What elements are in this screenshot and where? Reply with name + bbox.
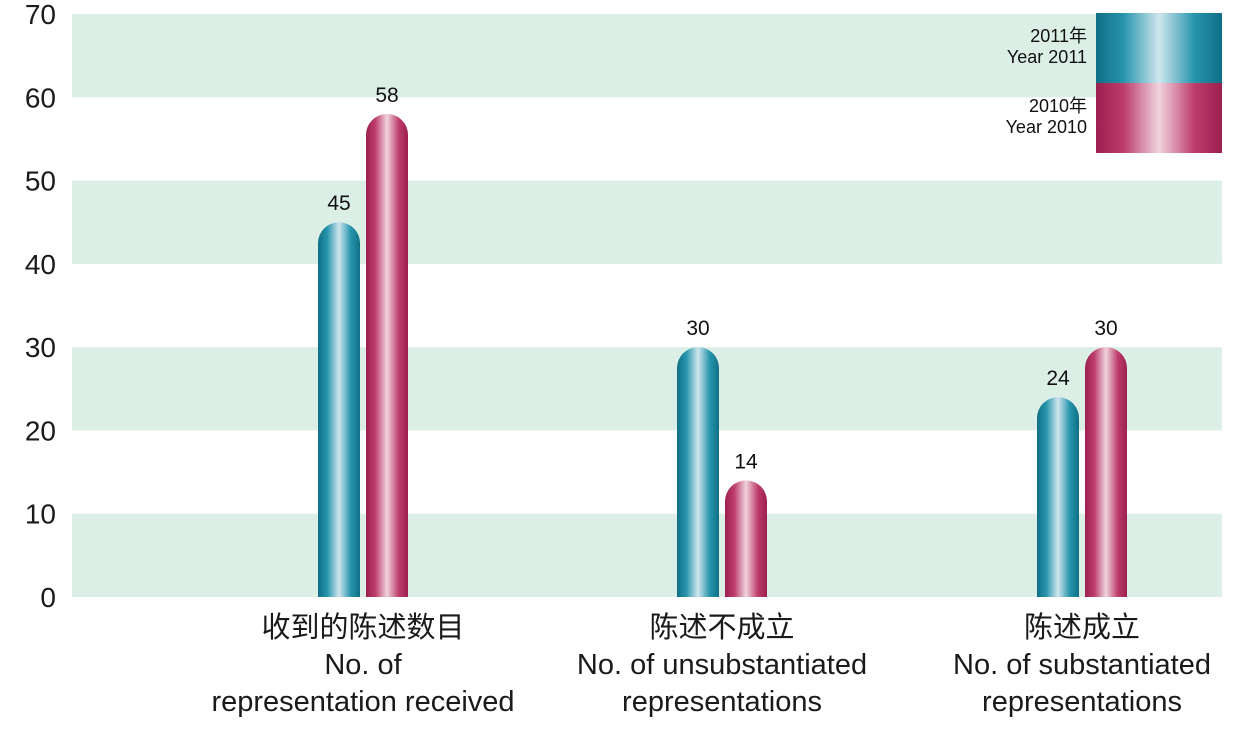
data-label: 58 (375, 84, 398, 107)
bar-2011-0 (318, 222, 360, 597)
category-label-en: representation received (211, 686, 515, 718)
background-bands (72, 14, 1222, 597)
bars: 45 30 24 58 14 30 (318, 84, 1127, 597)
category-label-en: No. of (324, 649, 402, 681)
grid-band (72, 180, 1222, 264)
y-tick-label: 60 (25, 82, 56, 113)
grid-band (72, 513, 1222, 597)
data-label: 24 (1046, 367, 1070, 390)
y-tick-label: 0 (40, 582, 56, 613)
legend-swatch-2011 (1096, 13, 1222, 83)
category-label-zh: 陈述不成立 (649, 612, 795, 644)
y-tick-label: 20 (25, 415, 56, 446)
category-label-en: No. of substantiated (953, 649, 1211, 681)
y-tick-label: 50 (25, 166, 56, 197)
data-label: 30 (686, 317, 709, 340)
legend-label-zh: 2011年 (1030, 26, 1087, 46)
grid-band (72, 14, 1222, 98)
category-label-zh: 收到的陈述数目 (261, 612, 465, 644)
category-label-en: No. of unsubstantiated (576, 649, 868, 681)
x-category-label: 陈述不成立 No. of unsubstantiated representatio… (552, 610, 892, 721)
category-label-zh: 陈述成立 (1023, 612, 1140, 644)
bar-2010-0 (366, 113, 408, 597)
legend-swatch-2010 (1096, 83, 1222, 153)
x-category-label: 收到的陈述数目 No. of representation received (193, 610, 533, 721)
bar-2010-2 (1085, 347, 1127, 597)
y-tick-label: 40 (25, 249, 56, 280)
legend-label-2011: 2011年 Year 2011 (1007, 26, 1087, 68)
y-axis: 0 10 20 30 40 50 60 70 (25, 0, 56, 613)
y-tick-label: 10 (25, 499, 56, 530)
x-category-label: 陈述成立 No. of substantiated representations (932, 610, 1232, 721)
category-label-en: representations (622, 686, 822, 718)
legend (1096, 13, 1222, 153)
data-label: 30 (1094, 317, 1117, 340)
data-label: 45 (327, 192, 350, 215)
data-label: 14 (734, 450, 758, 473)
legend-label-2010: 2010年 Year 2010 (1006, 96, 1087, 138)
grid-band (72, 347, 1222, 431)
legend-label-zh: 2010年 (1028, 96, 1087, 116)
bar-2011-2 (1037, 397, 1079, 597)
category-label-en: representations (982, 686, 1182, 718)
legend-label-en: Year 2011 (1006, 47, 1087, 67)
legend-label-en: Year 2010 (1005, 117, 1087, 137)
bar-2010-1 (725, 480, 767, 597)
y-tick-label: 70 (25, 0, 56, 30)
bar-2011-1 (677, 347, 719, 597)
y-tick-label: 30 (25, 332, 56, 363)
